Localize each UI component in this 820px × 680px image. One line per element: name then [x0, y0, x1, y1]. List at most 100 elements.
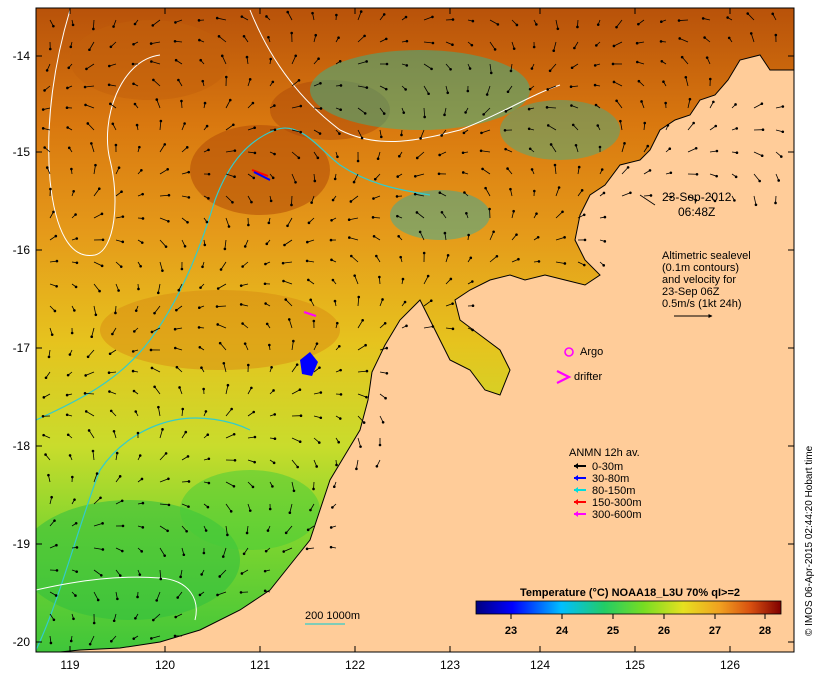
- velocity-arrow-head: [307, 278, 310, 282]
- velocity-arrow-head: [166, 529, 169, 533]
- velocity-arrow-head: [49, 641, 53, 645]
- velocity-arrow-head: [319, 416, 323, 420]
- velocity-arrow-head: [74, 213, 77, 216]
- velocity-arrow-head: [446, 91, 450, 95]
- velocity-arrow-head: [200, 573, 203, 576]
- velocity-arrow: [291, 341, 294, 351]
- velocity-arrow-head: [536, 235, 540, 239]
- velocity-arrow-head: [186, 220, 189, 224]
- velocity-arrow-head: [338, 132, 341, 135]
- velocity-arrow-head: [72, 617, 75, 621]
- velocity-arrow-head: [509, 187, 512, 191]
- bathymetry-200m-contour: [36, 127, 431, 421]
- velocity-arrow-head: [465, 211, 468, 215]
- velocity-arrow-head: [101, 522, 104, 525]
- velocity-arrow: [225, 385, 229, 395]
- velocity-arrow: [419, 231, 425, 241]
- velocity-arrow: [489, 255, 498, 263]
- velocity-arrow-head: [469, 256, 473, 260]
- velocity-arrow-head: [52, 24, 55, 28]
- velocity-arrow: [486, 85, 491, 95]
- velocity-arrow: [225, 99, 231, 109]
- velocity-arrow-head: [265, 15, 268, 18]
- velocity-arrow: [220, 261, 227, 270]
- velocity-arrow-head: [365, 395, 368, 399]
- velocity-arrow: [219, 569, 227, 577]
- velocity-arrow-head: [141, 192, 144, 196]
- velocity-arrow-head: [94, 313, 98, 317]
- velocity-arrow-head: [167, 193, 171, 197]
- velocity-arrow-head: [71, 23, 75, 27]
- velocity-arrow-head: [451, 302, 454, 305]
- velocity-arrow-head: [215, 16, 219, 20]
- velocity-arrow-head: [65, 106, 69, 109]
- velocity-arrow-head: [42, 396, 46, 399]
- velocity-arrow-head: [331, 198, 335, 202]
- velocity-arrow-head: [175, 365, 179, 369]
- anmn-legend-arrowhead: [574, 487, 578, 493]
- velocity-arrow-head: [333, 177, 337, 181]
- velocity-arrow-head: [779, 155, 783, 158]
- velocity-arrow-head: [273, 437, 277, 441]
- velocity-arrow-head: [250, 386, 253, 390]
- velocity-arrow-head: [132, 42, 135, 46]
- velocity-arrow: [159, 429, 163, 439]
- velocity-arrow-head: [151, 24, 155, 27]
- velocity-arrow-head: [307, 221, 311, 225]
- velocity-arrow-head: [384, 37, 388, 41]
- velocity-arrow: [218, 36, 227, 43]
- velocity-arrow-head: [271, 176, 275, 180]
- velocity-arrow: [482, 168, 491, 175]
- velocity-arrow-head: [319, 107, 323, 110]
- velocity-arrow-head: [267, 35, 270, 39]
- velocity-arrow: [93, 547, 103, 550]
- velocity-arrow-head: [495, 254, 499, 258]
- velocity-arrow-head: [352, 180, 356, 184]
- velocity-arrow-head: [660, 59, 664, 63]
- velocity-arrow-head: [666, 124, 670, 127]
- velocity-arrow: [619, 121, 623, 131]
- velocity-arrow-head: [239, 303, 243, 306]
- velocity-arrow-head: [615, 25, 618, 29]
- velocity-arrow-head: [90, 335, 94, 339]
- velocity-arrow-head: [99, 573, 103, 577]
- anmn-legend-arrowhead: [574, 511, 578, 517]
- velocity-arrow-head: [713, 199, 717, 203]
- velocity-arrow: [224, 239, 227, 249]
- velocity-arrow-head: [680, 55, 684, 59]
- velocity-arrow-head: [479, 149, 483, 153]
- velocity-arrow-head: [503, 128, 507, 132]
- velocity-arrow: [225, 217, 230, 227]
- velocity-arrow-head: [207, 457, 211, 461]
- velocity-arrow-head: [91, 449, 95, 453]
- velocity-arrow-head: [595, 44, 598, 47]
- velocity-arrow: [93, 283, 100, 292]
- velocity-arrow-head: [86, 355, 90, 359]
- velocity-arrow: [616, 19, 623, 28]
- velocity-arrow-head: [99, 496, 102, 500]
- velocity-arrow-head: [183, 122, 186, 125]
- velocity-arrow-head: [226, 533, 229, 537]
- velocity-arrow-head: [422, 251, 426, 255]
- velocity-arrow-head: [241, 265, 244, 268]
- velocity-arrow-head: [199, 58, 203, 62]
- velocity-arrow-head: [746, 12, 750, 15]
- velocity-arrow-head: [537, 260, 541, 263]
- velocity-arrow-head: [311, 11, 314, 15]
- velocity-arrow-head: [532, 45, 536, 49]
- velocity-arrow: [87, 349, 95, 358]
- velocity-arrow-head: [152, 78, 155, 82]
- colorbar-tick-label: 23: [505, 625, 517, 637]
- velocity-arrow-head: [292, 339, 295, 343]
- velocity-arrow-head: [204, 529, 208, 532]
- velocity-arrow-head: [131, 62, 135, 66]
- velocity-arrow: [225, 173, 235, 178]
- velocity-arrow-head: [402, 111, 406, 114]
- velocity-arrow-head: [96, 598, 100, 602]
- velocity-arrow-head: [203, 243, 207, 247]
- velocity-arrow-head: [379, 135, 383, 139]
- velocity-arrow-head: [120, 190, 123, 194]
- velocity-arrow-head: [135, 123, 139, 127]
- argo-float-marker: [564, 347, 574, 357]
- velocity-arrow-head: [405, 64, 409, 67]
